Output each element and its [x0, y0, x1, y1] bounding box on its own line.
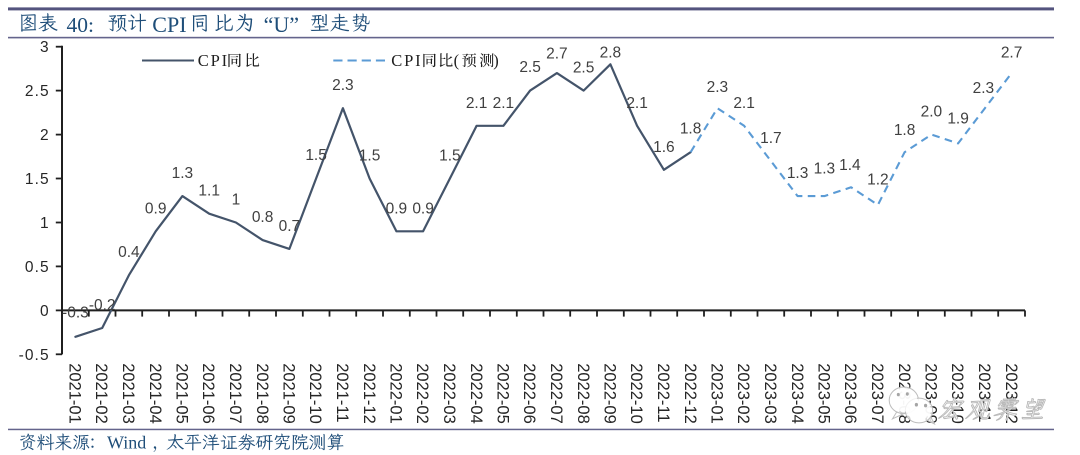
svg-text:1.8: 1.8: [894, 122, 916, 139]
svg-text:2021-12: 2021-12: [360, 363, 378, 424]
svg-text:-0.3: -0.3: [62, 305, 89, 322]
svg-text:2: 2: [40, 127, 50, 144]
svg-text:2.3: 2.3: [332, 77, 354, 94]
svg-text:1: 1: [40, 215, 50, 232]
svg-text:1.7: 1.7: [760, 130, 782, 147]
svg-text:2022-10: 2022-10: [627, 363, 645, 424]
svg-text:2022-06: 2022-06: [520, 363, 538, 424]
svg-text:40:: 40:: [67, 13, 94, 37]
svg-text:2023-10: 2023-10: [948, 363, 966, 424]
svg-text:2021-02: 2021-02: [92, 363, 110, 424]
svg-text:2021-03: 2021-03: [119, 363, 137, 424]
svg-text:Wind: Wind: [107, 433, 146, 453]
svg-text:2021-06: 2021-06: [199, 363, 217, 424]
svg-text:2022-08: 2022-08: [574, 363, 592, 424]
svg-text:2.7: 2.7: [546, 45, 568, 62]
svg-text:1: 1: [232, 192, 241, 209]
svg-text:2023-06: 2023-06: [841, 363, 859, 424]
svg-text:“U”: “U”: [264, 12, 299, 37]
svg-text:1.5: 1.5: [439, 148, 461, 165]
svg-text:-0.5: -0.5: [19, 347, 50, 364]
svg-text:2.1: 2.1: [493, 95, 515, 112]
svg-text:2022-07: 2022-07: [547, 363, 565, 424]
svg-text:3: 3: [40, 39, 50, 56]
svg-text:1.3: 1.3: [814, 161, 836, 178]
svg-text:1.5: 1.5: [359, 148, 381, 165]
svg-text:1.8: 1.8: [680, 121, 702, 138]
svg-text:2023-03: 2023-03: [761, 363, 779, 424]
svg-text:2.1: 2.1: [466, 95, 488, 112]
svg-text:CPI: CPI: [198, 51, 229, 70]
svg-text:2.8: 2.8: [600, 44, 622, 61]
svg-text:0.5: 0.5: [25, 259, 50, 276]
svg-text:1.3: 1.3: [787, 165, 809, 182]
svg-text:0.9: 0.9: [386, 200, 408, 217]
svg-text:0.4: 0.4: [118, 244, 140, 261]
svg-text:2022-01: 2022-01: [387, 363, 405, 424]
svg-text:0.9: 0.9: [412, 200, 434, 217]
svg-text:-0.2: -0.2: [89, 297, 116, 314]
svg-text:2021-10: 2021-10: [306, 363, 324, 424]
svg-text:2.3: 2.3: [707, 79, 729, 96]
svg-text:1.4: 1.4: [839, 157, 861, 174]
svg-text:2.5: 2.5: [519, 59, 541, 76]
svg-text:2021-07: 2021-07: [226, 363, 244, 424]
svg-text:2023-04: 2023-04: [788, 363, 806, 424]
svg-text:2022-03: 2022-03: [440, 363, 458, 424]
svg-text:1.5: 1.5: [25, 171, 50, 188]
svg-text:0.9: 0.9: [145, 200, 167, 217]
svg-text:1.6: 1.6: [653, 139, 675, 156]
svg-text:1.5: 1.5: [305, 147, 327, 164]
svg-text:2022-02: 2022-02: [413, 363, 431, 424]
svg-text:2021-08: 2021-08: [253, 363, 271, 424]
svg-text:2022-09: 2022-09: [601, 363, 619, 424]
svg-text:0: 0: [40, 303, 50, 320]
svg-text:1.2: 1.2: [867, 172, 889, 189]
svg-text:2.3: 2.3: [973, 80, 995, 97]
svg-text:2021-11: 2021-11: [333, 363, 351, 422]
svg-text:2.5: 2.5: [573, 60, 595, 77]
svg-text:2023-02: 2023-02: [734, 363, 752, 424]
svg-text:CPI: CPI: [152, 12, 186, 37]
svg-text:2.0: 2.0: [921, 104, 943, 121]
svg-text:2.5: 2.5: [25, 83, 50, 100]
svg-text:0.8: 0.8: [252, 209, 274, 226]
svg-text:2023-01: 2023-01: [708, 363, 726, 424]
svg-text:2.1: 2.1: [733, 95, 755, 112]
svg-text:2022-04: 2022-04: [467, 363, 485, 424]
svg-text:2023-05: 2023-05: [815, 363, 833, 424]
svg-text:2021-04: 2021-04: [146, 363, 164, 424]
svg-text:2022-12: 2022-12: [681, 363, 699, 424]
svg-text:1.3: 1.3: [172, 165, 194, 182]
svg-text:2023-07: 2023-07: [868, 363, 886, 424]
svg-text:2022-11: 2022-11: [654, 363, 672, 422]
svg-text:2.7: 2.7: [1001, 45, 1023, 62]
svg-text:2021-01: 2021-01: [66, 363, 84, 424]
svg-text:2022-05: 2022-05: [494, 363, 512, 424]
svg-text:): ): [493, 51, 499, 70]
svg-text:CPI: CPI: [391, 51, 422, 70]
svg-text:0.7: 0.7: [279, 218, 301, 235]
svg-text:1.9: 1.9: [947, 111, 969, 128]
svg-text:2021-09: 2021-09: [280, 363, 298, 424]
svg-text:2021-05: 2021-05: [173, 363, 191, 424]
svg-text:(: (: [454, 51, 460, 70]
svg-text:2.1: 2.1: [626, 95, 648, 112]
svg-text:1.1: 1.1: [198, 183, 220, 200]
